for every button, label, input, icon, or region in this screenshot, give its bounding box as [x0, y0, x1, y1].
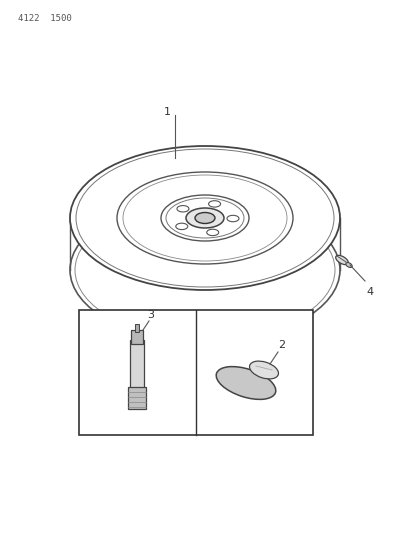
Ellipse shape — [336, 255, 348, 264]
Bar — [131, 330, 143, 344]
Bar — [79, 310, 313, 435]
Ellipse shape — [176, 223, 188, 230]
Ellipse shape — [70, 146, 340, 290]
Text: 2: 2 — [278, 340, 286, 350]
Ellipse shape — [195, 213, 215, 223]
Bar — [135, 324, 139, 332]
Text: 4: 4 — [366, 287, 374, 297]
Text: 4122  1500: 4122 1500 — [18, 14, 72, 23]
Text: 3: 3 — [148, 310, 155, 320]
Ellipse shape — [346, 263, 352, 268]
Ellipse shape — [227, 215, 239, 222]
Text: 1: 1 — [164, 107, 171, 117]
Ellipse shape — [186, 208, 224, 228]
Ellipse shape — [216, 367, 276, 399]
Ellipse shape — [250, 361, 279, 379]
Bar — [130, 340, 144, 399]
Ellipse shape — [208, 201, 221, 207]
Ellipse shape — [177, 206, 189, 212]
Ellipse shape — [117, 172, 293, 264]
Bar — [128, 387, 146, 409]
Ellipse shape — [161, 195, 249, 241]
Ellipse shape — [207, 229, 219, 236]
